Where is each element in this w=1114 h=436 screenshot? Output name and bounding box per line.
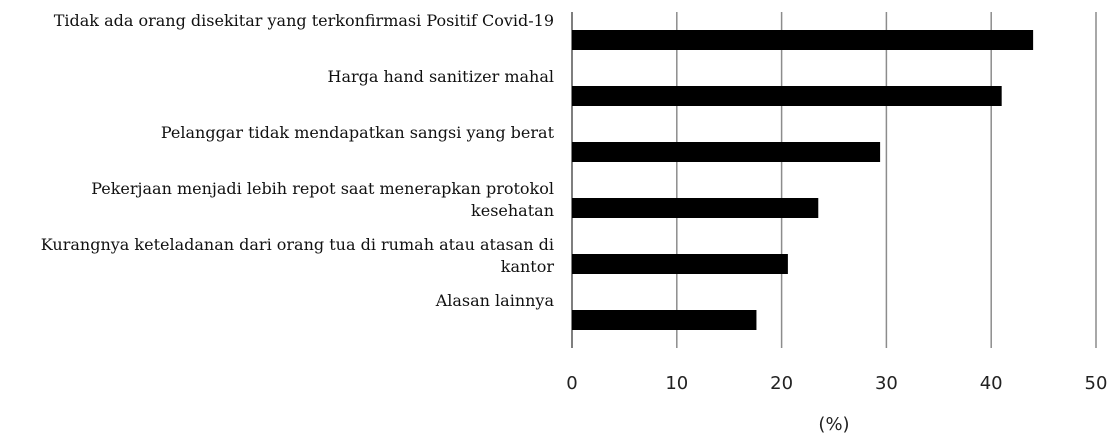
y-tick-label: Pelanggar tidak mendapatkan sangsi yang … [160, 123, 554, 142]
x-tick-label: 20 [770, 373, 793, 394]
x-tick-label: 30 [875, 373, 898, 394]
x-tick-label: 50 [1085, 373, 1108, 394]
y-tick-label: Harga hand sanitizer mahal [327, 67, 554, 86]
bar [572, 30, 1034, 50]
y-tick-label: Kurangnya keteladanan dari orang tua di … [40, 235, 554, 276]
y-tick-label: Tidak ada orang disekitar yang terkonfir… [53, 11, 554, 30]
x-axis-label: (%) [818, 414, 849, 435]
x-tick-label: 10 [665, 373, 688, 394]
bar [572, 86, 1002, 106]
bar [572, 310, 757, 330]
bar [572, 198, 819, 218]
y-tick-label: Pekerjaan menjadi lebih repot saat mener… [91, 179, 554, 220]
bar [572, 142, 881, 162]
x-tick-label: 40 [980, 373, 1003, 394]
y-tick-label: Alasan lainnya [435, 291, 554, 310]
bar [572, 254, 788, 274]
x-tick-label: 0 [566, 373, 577, 394]
